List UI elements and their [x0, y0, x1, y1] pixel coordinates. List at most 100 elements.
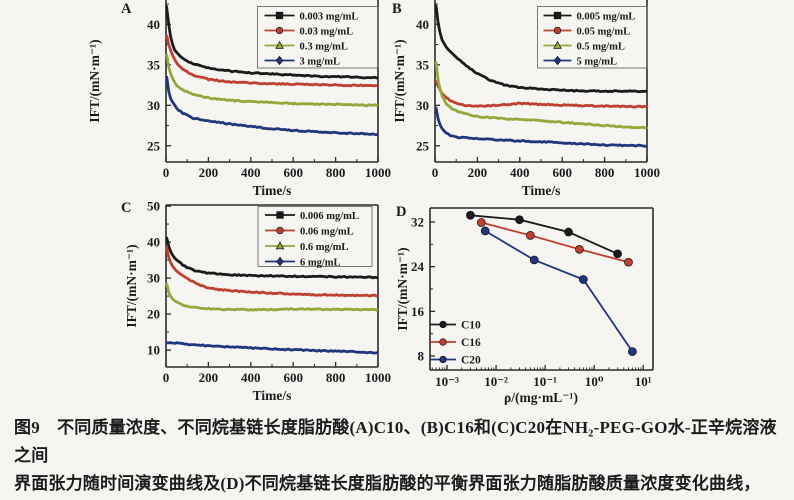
caption-line-1: 图9 不同质量浓度、不同烷基链长度脂肪酸(A)C10、(B)C16和(C)C20…	[14, 418, 777, 465]
series-curve-0.06-mg-mL	[165, 246, 379, 298]
y-tick-label: 35	[147, 57, 161, 72]
legend-marker	[439, 355, 447, 364]
legend-marker	[553, 40, 562, 49]
x-tick-label: 400	[510, 165, 530, 180]
legend-label: C16	[461, 337, 481, 349]
legend-box	[537, 6, 648, 69]
y-tick-label: 32	[411, 214, 424, 229]
x-tick-label: 400	[241, 370, 261, 385]
x-tick-label: 1000	[634, 165, 660, 180]
data-point-marker-C16	[526, 231, 535, 240]
legend-marker	[275, 26, 284, 35]
data-point-marker-C20	[578, 275, 588, 284]
panel-letter: A	[121, 1, 132, 17]
legend-label: 0.6 mg/mL	[300, 242, 348, 253]
panel-b-chart: 0 200 400 600 800 1000 25 30 35 40 Time/s IFT/(mN·m…	[392, 0, 660, 198]
legend-marker	[275, 11, 284, 20]
y-axis-label: IFT/(mN·m⁻¹)	[395, 247, 410, 330]
x-tick-label: 800	[326, 370, 346, 385]
y-tick-label: 16	[411, 304, 425, 319]
series-line-C10	[470, 214, 618, 255]
x-tick-label: 1000	[365, 165, 391, 180]
y-tick-label: 40	[147, 235, 160, 250]
data-point-marker-C16	[476, 218, 486, 227]
data-point-marker-C16	[624, 257, 633, 267]
y-tick-label: 30	[147, 271, 160, 286]
data-point-marker-C10	[564, 227, 573, 237]
legend-label: 0.003 mg/mL	[300, 12, 359, 23]
legend-label: C20	[461, 355, 481, 367]
series-curve-0.006-mg-mL	[165, 236, 379, 280]
legend-marker	[276, 211, 284, 219]
panel-letter: B	[392, 1, 402, 17]
panel-letter: C	[121, 200, 131, 216]
x-axis-label: ρ/(mg·mL⁻¹)	[504, 390, 578, 405]
legend-a: 0.003 mg/mL 0.03 mg/mL 0.3 mg/mL 3 mg/mL	[257, 6, 379, 69]
x-tick-label: 600	[552, 165, 572, 180]
x-tick-label: 0	[163, 370, 170, 385]
legend-label: C10	[461, 320, 481, 332]
legend-box	[257, 6, 379, 69]
x-tick-label: 200	[199, 370, 219, 385]
data-point-marker-C16	[575, 244, 584, 254]
x-axis-label: Time/s	[253, 183, 292, 198]
legend-label: 0.3 mg/mL	[300, 42, 348, 53]
legend-label: 0.06 mg/mL	[300, 227, 354, 238]
data-point-marker-C20	[628, 347, 637, 356]
x-tick-label: 10⁻²	[484, 374, 508, 389]
y-axis-label: IFT/(mN·m⁻¹)	[124, 244, 139, 327]
x-tick-label: 0	[163, 165, 170, 180]
x-axis-label: Time/s	[522, 183, 561, 198]
data-point-marker-C10	[613, 249, 622, 259]
panel-d-chart: 10⁻³ 10⁻² 10⁻¹ 10⁰ 10¹ 8 16 24 32 ρ/(mg·mL⁻¹) IFT/…	[395, 204, 654, 405]
figure-caption: 图9 不同质量浓度、不同烷基链长度脂肪酸(A)C10、(B)C16和(C)C20…	[14, 414, 786, 500]
caption-line-2: 界面张力随时间演变曲线及(D)不同烷基链长度脂肪酸的平衡界面张力随脂肪酸质量浓度…	[14, 474, 761, 493]
x-tick-label: 10⁻¹	[533, 374, 557, 389]
legend-marker	[553, 26, 562, 35]
legend-marker	[276, 226, 284, 235]
x-tick-label: 10¹	[635, 374, 652, 389]
figure-charts: 0 200 400 600 800 100025303540Time/sIFT/(mN·m…	[87, 0, 660, 405]
x-tick-label: 10⁻³	[435, 374, 459, 389]
y-tick-label: 30	[147, 98, 160, 113]
y-tick-label: 20	[147, 307, 160, 322]
x-tick-label: 600	[283, 165, 303, 180]
series-curve-0.6-mg-mL	[165, 282, 379, 312]
y-tick-label: 25	[147, 138, 161, 153]
legend-marker	[553, 55, 562, 66]
x-tick-label: 400	[241, 165, 261, 180]
series-curve-0.05-mg-mL	[434, 80, 648, 109]
y-axis-label: IFT/(mN·m⁻¹)	[87, 39, 102, 122]
x-axis-label: Time/s	[253, 388, 292, 403]
y-tick-label: 24	[411, 259, 425, 274]
series-curve-0.3-mg-mL	[165, 53, 379, 108]
legend-label: 0.005 mg/mL	[577, 12, 636, 23]
series-line-C20	[484, 230, 634, 353]
x-tick-label: 1000	[365, 370, 391, 385]
y-tick-label: 40	[147, 17, 160, 32]
legend-label: 5 mg/mL	[577, 57, 618, 68]
panel-letter: D	[396, 204, 406, 220]
data-point-marker-C10	[515, 215, 524, 225]
legend-label: 0.006 mg/mL	[300, 211, 359, 222]
legend-marker	[275, 55, 284, 66]
series-curve-0.005-mg-mL	[434, 4, 648, 94]
y-axis-label: IFT/(mN·m⁻¹)	[392, 39, 407, 122]
legend-label: 0.5 mg/mL	[577, 42, 625, 53]
x-tick-label: 10⁰	[585, 374, 604, 389]
y-tick-label: 25	[416, 138, 430, 153]
legend-label: 0.03 mg/mL	[300, 27, 354, 38]
data-point-marker-C20	[529, 255, 539, 265]
legend-marker	[275, 241, 285, 250]
legend-marker	[439, 320, 447, 329]
legend-label: 6 mg/mL	[300, 258, 341, 269]
y-tick-label: 30	[416, 98, 429, 113]
legend-marker	[439, 338, 447, 346]
legend-marker	[276, 256, 284, 267]
data-point-marker-C20	[480, 226, 490, 236]
series-curve-0.03-mg-mL	[165, 34, 379, 88]
legend-c: 0.006 mg/mL 0.06 mg/mL 0.6 mg/mL 6 mg/mL	[257, 206, 373, 269]
y-tick-label: 40	[416, 17, 429, 32]
y-tick-label: 10	[147, 343, 160, 358]
